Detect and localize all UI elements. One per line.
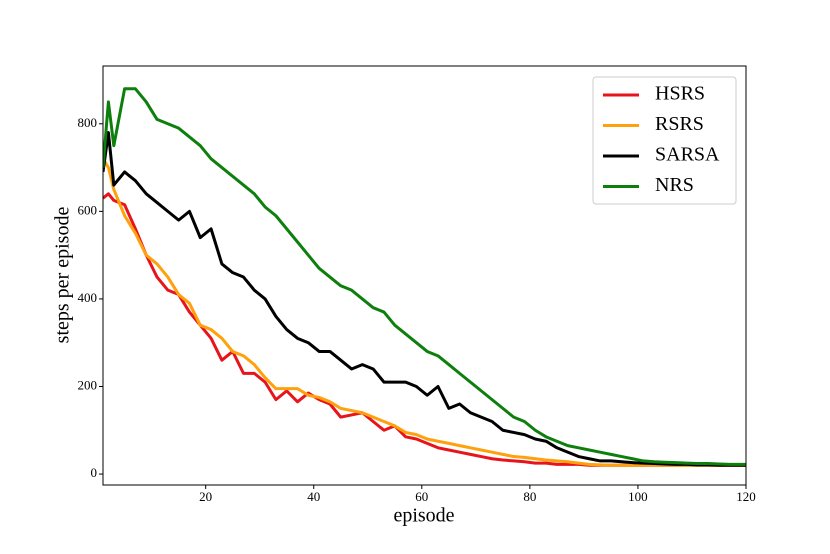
y-tick-label: 800 xyxy=(78,115,98,130)
y-tick-label: 0 xyxy=(91,465,98,480)
x-tick-label: 120 xyxy=(736,489,756,504)
x-tick-label: 60 xyxy=(415,489,428,504)
x-tick-label: 40 xyxy=(307,489,320,504)
line xyxy=(103,158,746,467)
line xyxy=(103,131,746,467)
y-tick-label: 600 xyxy=(78,202,98,217)
x-tick-label: 100 xyxy=(628,489,648,504)
y-tick-label: 400 xyxy=(78,290,98,305)
plot-frame xyxy=(102,65,747,486)
legend-label: SARSA xyxy=(655,144,720,166)
x-axis-label: episode xyxy=(393,505,454,527)
y-axis-label: steps per episode xyxy=(52,207,74,344)
legend-label: NRS xyxy=(655,174,694,196)
legend-box xyxy=(592,76,737,205)
x-tick-label: 20 xyxy=(199,489,212,504)
x-tick-label: 80 xyxy=(523,489,536,504)
y-tick-label: 200 xyxy=(78,377,98,392)
legend-label: RSRS xyxy=(655,113,704,135)
line xyxy=(103,87,746,466)
legend-label: HSRS xyxy=(655,83,705,105)
